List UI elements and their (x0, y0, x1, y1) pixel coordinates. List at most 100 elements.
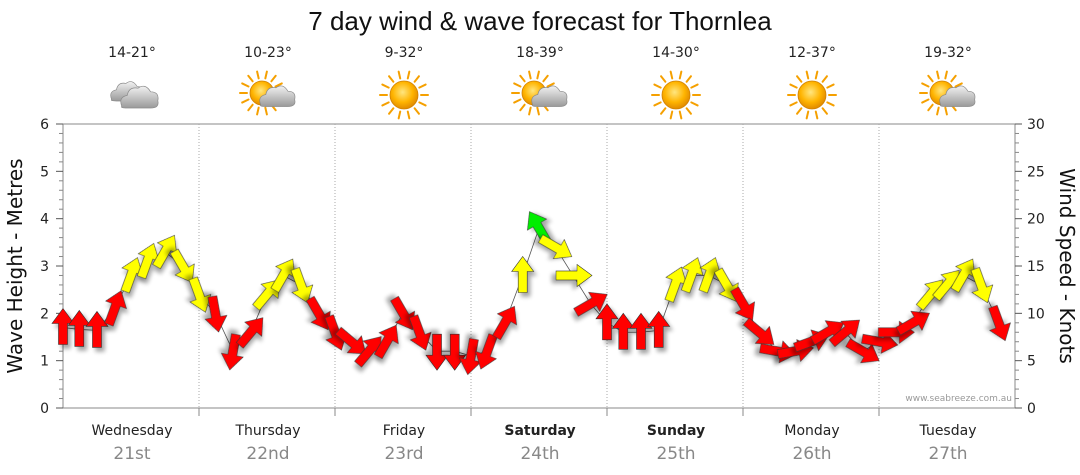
sun-ray-icon (826, 83, 835, 89)
day-name-label: Sunday (647, 423, 705, 439)
day-temperature-range: 19-32° (924, 45, 972, 61)
sun-ray-icon (805, 110, 810, 120)
day-name-label: Monday (784, 423, 839, 439)
sun-ray-icon (678, 110, 683, 120)
sun-ray-icon (542, 74, 549, 83)
sun-ray-icon (274, 82, 283, 88)
sun-ray-icon (406, 110, 411, 120)
sun-disc-icon (797, 80, 827, 110)
sun-ray-icon (528, 70, 532, 80)
day-temperature-range: 10-23° (244, 45, 292, 61)
cloudy-weather-icon (110, 81, 159, 109)
wind-direction-arrow (204, 295, 228, 333)
day-date-label: 25th (656, 444, 695, 464)
day-date-label: 22nd (246, 444, 289, 464)
sun-ray-icon (685, 75, 692, 83)
cloud-icon (120, 85, 159, 109)
sun-ray-icon (690, 83, 699, 89)
sun-ray-icon (264, 70, 268, 80)
left-tick-label: 4 (40, 212, 49, 228)
sun-icon (239, 70, 285, 116)
sun-ray-icon (528, 106, 532, 116)
wind-direction-arrow (443, 333, 467, 371)
sun-ray-icon (950, 74, 957, 83)
right-axis-title: Wind Speed - Knots (1055, 168, 1079, 364)
sun-ray-icon (936, 70, 940, 80)
sun-ray-icon (413, 107, 420, 115)
sun-ray-icon (821, 107, 828, 115)
day-temperature-range: 14-30° (652, 45, 700, 61)
cloud-icon (259, 85, 296, 107)
sun-ray-icon (796, 75, 803, 83)
sun-disc-icon (661, 80, 691, 110)
left-tick-label: 1 (40, 354, 49, 370)
credit-text: www.seabreeze.com.au (905, 394, 1012, 404)
sun-ray-icon (536, 106, 540, 116)
day-name-label: Tuesday (919, 423, 977, 439)
right-tick-label: 20 (1027, 212, 1045, 228)
wind-direction-arrow (629, 312, 653, 350)
partly-cloudy-weather-icon (511, 70, 568, 116)
cloud-shape-icon (120, 85, 159, 109)
day-name-label: Friday (383, 423, 425, 439)
cloud-shape-icon (939, 85, 976, 107)
wind-direction-arrow (895, 310, 930, 336)
sun-ray-icon (814, 70, 819, 80)
sun-ray-icon (256, 106, 260, 116)
wind-direction-arrow (408, 314, 432, 351)
right-tick-label: 25 (1027, 164, 1045, 180)
sun-icon (787, 70, 837, 120)
sun-ray-icon (936, 106, 940, 116)
right-tick-label: 15 (1027, 259, 1045, 275)
wind-direction-arrow (85, 310, 109, 348)
sun-ray-icon (256, 70, 260, 80)
sun-ray-icon (660, 75, 667, 83)
day-date-label: 27th (928, 444, 967, 464)
sun-ray-icon (406, 70, 411, 80)
partly-cloudy-weather-icon (919, 70, 976, 116)
sun-ray-icon (241, 82, 250, 88)
wind-direction-arrow (235, 317, 264, 349)
day-temperature-range: 14-21° (108, 45, 156, 61)
sunny-weather-icon (787, 70, 837, 120)
wind-direction-arrow (334, 326, 367, 355)
plot-area (62, 123, 1016, 409)
sun-icon (651, 70, 701, 120)
sun-icon (379, 70, 429, 120)
left-tick-label: 5 (40, 164, 49, 180)
cloud-icon (531, 85, 568, 107)
sun-ray-icon (690, 101, 699, 107)
wind-direction-arrow (970, 267, 994, 304)
sun-ray-icon (381, 101, 390, 107)
sun-ray-icon (519, 74, 526, 83)
sun-ray-icon (814, 110, 819, 120)
right-tick-label: 0 (1027, 401, 1036, 417)
sun-ray-icon (513, 82, 522, 88)
cloud-shape-icon (531, 85, 568, 107)
sun-ray-icon (789, 83, 798, 89)
day-temperature-range: 12-37° (788, 45, 836, 61)
chart-title: 7 day wind & wave forecast for Thornlea (308, 6, 772, 36)
sun-ray-icon (536, 70, 540, 80)
wind-direction-arrow (828, 319, 860, 348)
wind-direction-arrow (647, 310, 671, 348)
left-tick-label: 0 (40, 401, 49, 417)
sun-ray-icon (669, 110, 674, 120)
sun-ray-icon (418, 101, 427, 107)
right-tick-label: 10 (1027, 306, 1045, 322)
right-tick-label: 30 (1027, 117, 1045, 133)
wind-direction-arrow (305, 295, 331, 331)
sun-ray-icon (397, 110, 402, 120)
sun-ray-icon (805, 70, 810, 80)
sun-ray-icon (264, 106, 268, 116)
sun-ray-icon (241, 98, 250, 104)
partly-cloudy-weather-icon (239, 70, 296, 116)
wind-direction-arrow (169, 248, 195, 283)
sun-ray-icon (944, 70, 948, 80)
sun-ray-icon (418, 83, 427, 89)
sunny-weather-icon (651, 70, 701, 120)
day-date-label: 26th (792, 444, 831, 464)
day-temperature-range: 9-32° (385, 45, 424, 61)
wind-direction-arrow (373, 324, 399, 360)
left-tick-label: 3 (40, 259, 49, 275)
